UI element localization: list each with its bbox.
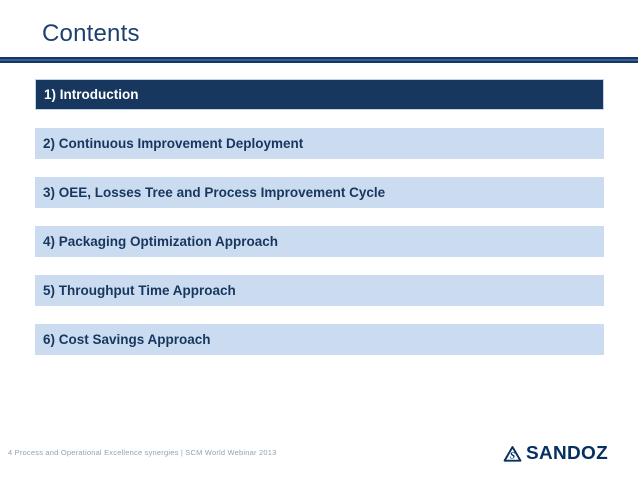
contents-item-throughput-time: 5) Throughput Time Approach: [35, 275, 604, 306]
contents-item-packaging-optimization: 4) Packaging Optimization Approach: [35, 226, 604, 257]
title-divider: [0, 57, 638, 63]
page-title: Contents: [42, 20, 140, 47]
footer-text: 4 Process and Operational Excellence syn…: [8, 448, 277, 457]
contents-list: 1) Introduction 2) Continuous Improvemen…: [35, 79, 604, 355]
sandoz-triangle-icon: S: [503, 445, 522, 463]
sandoz-wordmark: SANDOZ: [526, 443, 609, 464]
sandoz-logo: S SANDOZ: [503, 443, 608, 465]
contents-item-oee-losses-tree: 3) OEE, Losses Tree and Process Improvem…: [35, 177, 604, 208]
contents-item-cost-savings: 6) Cost Savings Approach: [35, 324, 604, 355]
contents-item-continuous-improvement: 2) Continuous Improvement Deployment: [35, 128, 604, 159]
contents-item-introduction: 1) Introduction: [35, 79, 604, 110]
sandoz-icon-letter: S: [510, 452, 515, 462]
